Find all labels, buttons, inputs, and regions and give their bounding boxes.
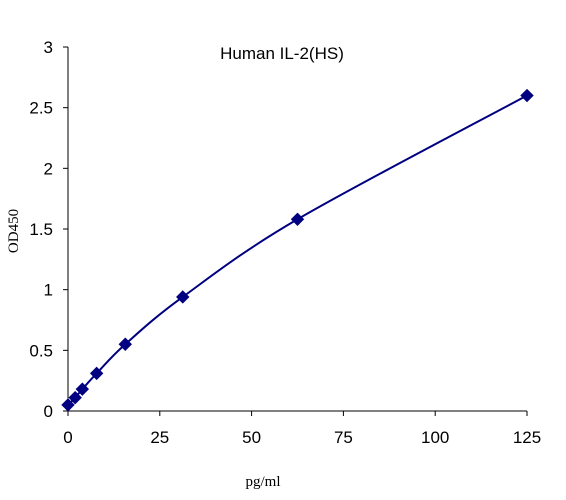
chart-title: Human IL-2(HS) xyxy=(220,44,344,63)
x-tick-label: 100 xyxy=(421,428,449,447)
data-point xyxy=(520,88,534,103)
y-tick-label: 2 xyxy=(44,159,53,178)
axes: 0 0.5 1 1.5 2 2.5 3 0 25 50 75 100 125 xyxy=(29,38,541,447)
x-axis-title: pg/ml xyxy=(245,474,280,490)
data-point xyxy=(290,212,305,227)
data-point xyxy=(118,337,132,351)
y-axis-title: OD450 xyxy=(6,209,22,253)
y-tick-label: 0.5 xyxy=(29,341,53,360)
x-tick-label: 75 xyxy=(334,428,353,447)
x-tick-label: 125 xyxy=(513,428,541,447)
data-point xyxy=(75,382,90,396)
data-point xyxy=(68,390,82,405)
y-tick-label: 2.5 xyxy=(29,99,53,118)
y-tick-label: 1 xyxy=(44,281,53,300)
x-tick-label: 0 xyxy=(63,428,72,447)
y-tick-label: 0 xyxy=(44,402,53,421)
y-tick-label: 1.5 xyxy=(29,220,53,239)
fit-curve-layer xyxy=(67,94,528,406)
data-points xyxy=(61,88,534,412)
x-tick-label: 50 xyxy=(242,428,261,447)
fit-curve xyxy=(67,94,528,406)
data-point xyxy=(89,366,104,381)
y-tick-label: 3 xyxy=(44,38,53,57)
data-point xyxy=(61,398,75,412)
data-point xyxy=(176,290,190,304)
x-tick-label: 25 xyxy=(150,428,169,447)
